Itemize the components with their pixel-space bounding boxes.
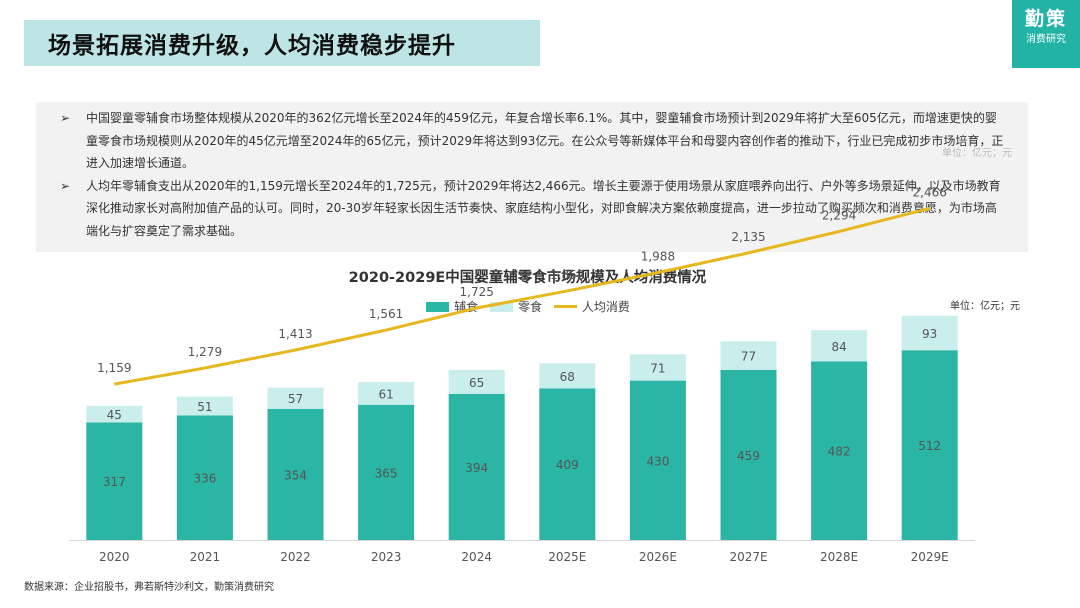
bar-label-fushi: 394: [465, 461, 488, 475]
bar-label-fushi: 409: [556, 458, 579, 472]
bar-label-lingshi: 51: [197, 400, 212, 414]
bar-label-lingshi: 61: [378, 387, 393, 401]
bar-lingshi: [358, 382, 415, 405]
chart-unit-note: 单位：亿元；元: [950, 301, 1020, 312]
bar-label-lingshi: 77: [741, 350, 756, 364]
x-tick-label: 2021: [190, 550, 221, 564]
line-label-per-capita: 1,159: [97, 361, 131, 375]
bar-label-lingshi: 45: [107, 408, 122, 422]
bar-fushi: [539, 388, 596, 540]
bar-fushi: [901, 350, 958, 540]
line-label-per-capita: 1,561: [369, 307, 403, 321]
data-source-note: 数据来源：企业招股书，弗若斯特沙利文，勤策消费研究: [24, 582, 274, 593]
line-per-capita: [114, 206, 931, 386]
bar-lingshi: [448, 369, 505, 394]
line-label-per-capita: 1,413: [278, 327, 312, 341]
bar-label-lingshi: 65: [469, 376, 484, 390]
bar-fushi: [811, 361, 868, 540]
bar-fushi: [720, 369, 777, 540]
bar-fushi: [629, 380, 686, 540]
bullet-arrow-icon: ➢: [60, 111, 71, 125]
legend-swatch-lingshi: [489, 301, 513, 312]
x-tick-label: 2029E: [911, 550, 949, 564]
bar-lingshi: [176, 396, 233, 416]
bar-fushi: [86, 422, 143, 540]
bar-label-lingshi: 57: [288, 392, 303, 406]
bar-lingshi: [539, 363, 596, 389]
bar-label-fushi: 459: [737, 449, 760, 463]
bar-label-fushi: 354: [284, 468, 307, 482]
line-label-per-capita: 2,135: [731, 230, 765, 244]
brand-subtitle: 消费研究: [1026, 34, 1066, 45]
chart-legend: 辅食 零食 人均消费: [0, 298, 1056, 318]
x-tick-label: 2027E: [729, 550, 767, 564]
x-tick-label: 2022: [280, 550, 311, 564]
bar-label-lingshi: 93: [922, 327, 937, 341]
page-title-bar: 场景拓展消费升级，人均消费稳步提升: [24, 20, 540, 66]
legend-label-per-capita: 人均消费: [581, 300, 630, 314]
line-label-per-capita: 1,852: [550, 268, 584, 282]
ghost-unit-note: 单位：亿元；元: [942, 148, 1012, 159]
line-label-per-capita: 2,466: [913, 185, 947, 199]
bar-lingshi: [86, 405, 143, 423]
bar-lingshi: [811, 330, 868, 362]
bar-fushi: [267, 408, 324, 540]
bar-lingshi: [629, 354, 686, 381]
summary-paragraph-text: 人均年零辅食支出从2020年的1,159元增长至2024年的1,725元，预计2…: [86, 178, 1001, 238]
bar-fushi: [176, 415, 233, 540]
bar-fushi: [358, 404, 415, 540]
bar-label-fushi: 365: [375, 466, 398, 480]
bar-label-fushi: 317: [103, 475, 126, 489]
line-label-per-capita: 1,279: [188, 345, 222, 359]
x-tick-label: 2020: [99, 550, 130, 564]
bar-label-lingshi: 84: [831, 340, 846, 354]
bar-label-fushi: 482: [828, 445, 851, 459]
bar-label-lingshi: 71: [650, 361, 665, 375]
legend-item-per-capita: 人均消费: [553, 298, 630, 315]
bar-lingshi: [267, 387, 324, 409]
brand-name: 勤策: [1024, 8, 1067, 30]
bar-lingshi: [720, 341, 777, 370]
bar-label-lingshi: 68: [560, 370, 575, 384]
line-label-per-capita: 2,294: [822, 208, 856, 222]
bar-label-fushi: 430: [646, 454, 669, 468]
x-tick-label: 2028E: [820, 550, 858, 564]
x-tick-label: 2023: [371, 550, 402, 564]
bar-label-fushi: 336: [193, 472, 216, 486]
x-tick-label: 2025E: [548, 550, 586, 564]
legend-item-lingshi: 零食: [489, 298, 542, 315]
x-tick-label: 2024: [461, 550, 492, 564]
page-title: 场景拓展消费升级，人均消费稳步提升: [48, 33, 456, 59]
brand-logo: 勤策 消费研究: [1012, 0, 1080, 68]
line-label-per-capita: 1,725: [460, 285, 494, 299]
legend-swatch-fushi: [426, 301, 450, 312]
summary-paragraph: ➢ 人均年零辅食支出从2020年的1,159元增长至2024年的1,725元，预…: [60, 175, 1006, 243]
bar-lingshi: [901, 315, 958, 351]
bullet-arrow-icon: ➢: [60, 178, 71, 193]
summary-paragraph: ➢ 中国婴童零辅食市场整体规模从2020年的362亿元增长至2024年的459亿…: [60, 107, 1006, 175]
legend-swatch-per-capita: [553, 305, 577, 308]
bar-fushi: [448, 393, 505, 540]
legend-label-lingshi: 零食: [517, 300, 542, 314]
bar-label-fushi: 512: [918, 439, 941, 453]
summary-paragraph-text: 中国婴童零辅食市场整体规模从2020年的362亿元增长至2024年的459亿元，…: [86, 111, 1004, 170]
line-label-per-capita: 1,988: [641, 250, 675, 264]
x-tick-label: 2026E: [639, 550, 677, 564]
